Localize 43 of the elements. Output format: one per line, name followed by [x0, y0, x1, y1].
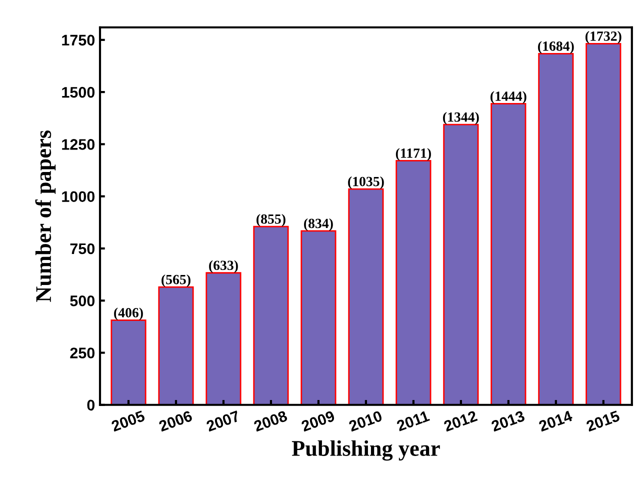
x-tick-label: 2005	[110, 410, 146, 432]
data-label: (1344)	[443, 112, 479, 125]
x-tick-label: 2007	[206, 410, 240, 432]
y-tick-label: 1000	[62, 191, 95, 202]
data-label: (834)	[304, 218, 333, 231]
y-tick-label: 750	[70, 243, 95, 254]
data-label: (1684)	[538, 41, 574, 54]
bar	[490, 103, 526, 405]
data-label: (1171)	[396, 148, 431, 161]
bar	[348, 188, 384, 405]
bar	[300, 230, 336, 405]
y-tick-label: 250	[70, 348, 95, 358]
data-label: (1732)	[586, 31, 622, 44]
data-label: (1444)	[490, 91, 526, 104]
y-tick-label: 500	[70, 295, 95, 306]
bar	[538, 52, 574, 405]
bar	[443, 124, 479, 405]
x-tick-label: 2011	[396, 410, 430, 432]
x-tick-label: 2008	[253, 410, 288, 432]
bar	[206, 272, 242, 405]
data-label: (406)	[114, 308, 143, 320]
bar	[396, 160, 432, 405]
bar	[158, 286, 194, 405]
bar	[586, 42, 622, 405]
x-tick-label: 2012	[443, 410, 478, 432]
y-tick-label: 1500	[62, 86, 95, 98]
x-tick-label: 2010	[348, 410, 383, 432]
bar	[253, 226, 289, 405]
y-tick-label: 1250	[62, 139, 95, 150]
bar	[110, 320, 146, 405]
data-label: (1035)	[348, 176, 384, 190]
y-tick-label: 1750	[62, 34, 95, 46]
y-tick-label: 0	[87, 400, 95, 411]
x-axis-title: Publishing year	[292, 440, 440, 461]
x-tick-label: 2006	[158, 410, 193, 432]
x-tick-label: 2013	[490, 410, 526, 432]
x-tick-label: 2009	[300, 410, 336, 432]
data-label: (565)	[162, 274, 190, 288]
data-label: (633)	[209, 260, 238, 273]
y-axis-title: Number of papers	[35, 130, 56, 302]
data-label: (855)	[256, 214, 286, 227]
x-tick-label: 2014	[538, 410, 574, 432]
x-tick-label: 2015	[586, 410, 620, 432]
